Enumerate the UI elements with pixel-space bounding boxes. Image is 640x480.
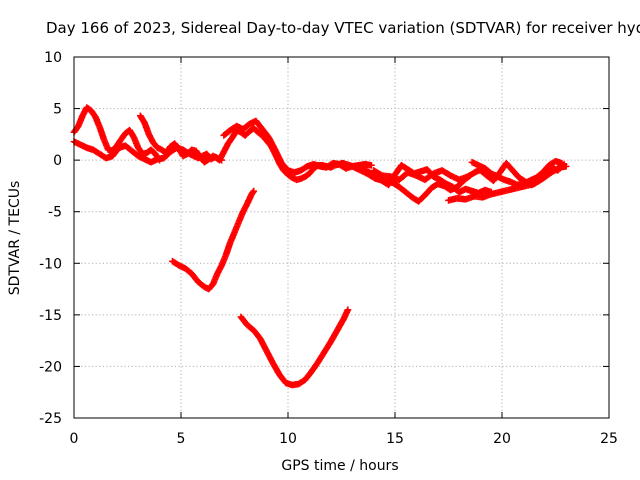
- y-tick-label: 5: [53, 102, 62, 118]
- series-arc-1: [70, 104, 163, 164]
- y-tick-label: -5: [48, 205, 62, 221]
- x-tick-label: 10: [279, 431, 297, 447]
- grid: [74, 57, 609, 418]
- series-arc-12: [169, 187, 258, 293]
- x-tick-label: 0: [70, 431, 79, 447]
- x-tick-label: 15: [386, 431, 404, 447]
- data-point: [250, 187, 258, 195]
- y-tick-label: -10: [39, 256, 62, 272]
- y-tick-label: -20: [39, 359, 62, 375]
- y-tick-label: 0: [53, 153, 62, 169]
- data-series: [70, 104, 570, 389]
- y-tick-label: -25: [39, 411, 62, 427]
- x-tick-label: 20: [493, 431, 511, 447]
- series-arc-4: [194, 124, 347, 184]
- x-axis-label: GPS time / hours: [281, 458, 398, 474]
- plot-frame: [73, 56, 610, 419]
- y-axis-label: SDTVAR / TECUs: [7, 181, 23, 296]
- data-point: [560, 160, 568, 168]
- axis-ticks: 0 5 10 15 20 25 10 5 0 -5 -10 -15 -20 -25: [39, 50, 618, 447]
- data-point: [368, 161, 375, 169]
- y-tick-label: 10: [44, 50, 62, 66]
- series-arc-11: [477, 159, 568, 189]
- x-tick-label: 5: [177, 431, 186, 447]
- y-tick-label: -15: [39, 308, 62, 324]
- chart-title: Day 166 of 2023, Sidereal Day-to-day VTE…: [46, 19, 640, 37]
- series-arc-13: [237, 306, 352, 389]
- x-tick-label: 25: [600, 431, 618, 447]
- data-point: [344, 306, 352, 314]
